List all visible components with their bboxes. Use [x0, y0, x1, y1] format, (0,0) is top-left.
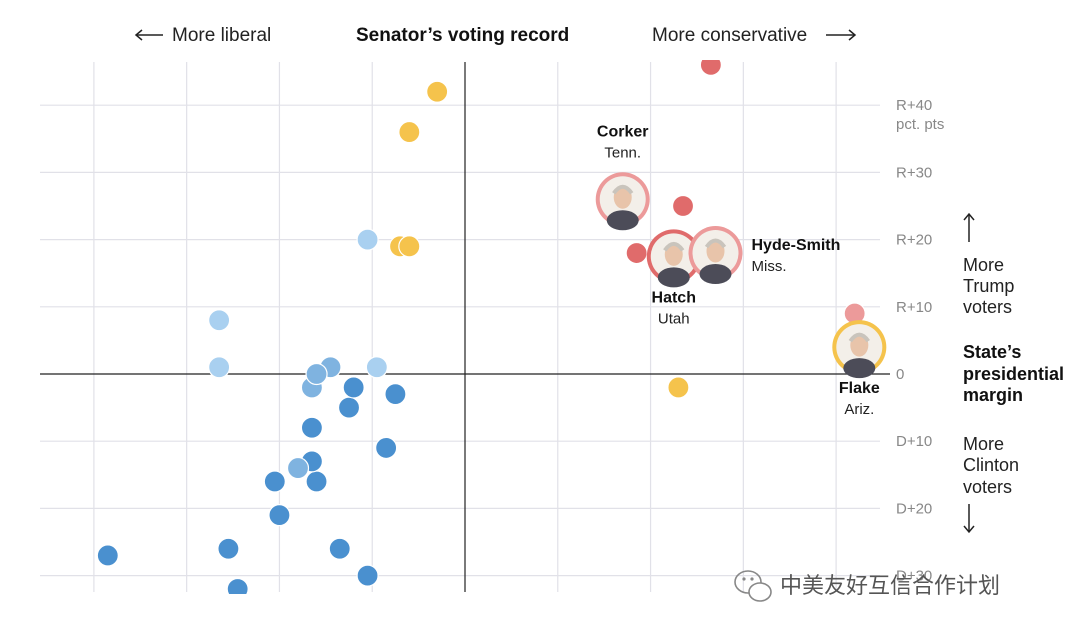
moderate-point [398, 235, 421, 258]
y-tick-labels: R+40 pct. pts R+30 R+20 R+10 0 D+10 D+20 D+30 [896, 97, 944, 584]
labeled-senators: Corker Tenn. Hatch Utah Hyde-Smith Miss. Flake… [595, 123, 887, 418]
senator-state: Tenn. [604, 144, 641, 161]
republican-point [699, 60, 722, 76]
senator-state: Ariz. [844, 401, 874, 418]
zero-axes [40, 62, 890, 592]
democrat_light-point [365, 356, 388, 379]
moderate-point [398, 120, 421, 144]
y-tick-unit: pct. pts [896, 116, 944, 133]
democrat-point [356, 564, 379, 587]
democrat-point [268, 504, 291, 527]
grid-lines [40, 62, 880, 592]
x-label-conservative: More conservative [652, 25, 807, 46]
portrait-hair [704, 238, 727, 249]
portrait-hair [663, 241, 685, 252]
y-tick-label: D+30 [896, 568, 932, 585]
portrait-face [706, 239, 725, 263]
watermark-text: 中美友好互信合作计划 [780, 574, 1000, 599]
senator-hyde-smith: Hyde-Smith Miss. [688, 226, 841, 285]
portrait-face [850, 333, 869, 357]
democrat-point [384, 383, 407, 406]
senator-state: Utah [658, 310, 690, 327]
y-label-line-3: margin [963, 385, 1023, 405]
portrait-suit [606, 210, 639, 231]
portrait-face [613, 185, 632, 209]
clinton-label-line-3: voters [963, 477, 1012, 497]
republican-point [671, 194, 695, 218]
clinton-label-line-1: More [963, 434, 1004, 454]
senator-name: Corker [597, 123, 649, 140]
portrait-suit [843, 358, 876, 379]
down-arrow-icon [963, 504, 975, 534]
democrat_light-point [356, 228, 379, 251]
chart-title: Senator’s voting record [356, 25, 569, 46]
democrat_light-point [208, 309, 231, 332]
democrat_light-point [208, 356, 231, 379]
portrait-suit [657, 267, 690, 288]
y-annotations: More Trump voters State’s presidential m… [963, 212, 1064, 534]
trump-label-line-1: More [963, 255, 1004, 275]
moderate-point [667, 376, 690, 399]
left-arrow-icon [134, 29, 163, 41]
y-tick-label: R+20 [896, 232, 932, 249]
wechat-icon [734, 570, 772, 602]
senator-points [96, 60, 866, 594]
democrat_mid-point [286, 456, 310, 480]
senator-hatch: Hatch Utah [646, 229, 701, 327]
senator-name: Hyde-Smith [752, 237, 841, 254]
y-label-line-1: State’s [963, 342, 1021, 362]
democrat-point [305, 470, 328, 493]
democrat_mid-point [305, 362, 328, 386]
democrat-point [375, 436, 398, 460]
democrat-point [226, 577, 249, 594]
portrait-face [664, 242, 683, 266]
portrait-hair [612, 184, 634, 195]
democrat-point [337, 396, 361, 419]
moderate-point [426, 80, 449, 103]
republican-point [625, 241, 648, 265]
democrat-point [342, 376, 365, 399]
y-tick-label: R+30 [896, 164, 932, 181]
portrait-suit [699, 264, 732, 285]
senator-name: Hatch [652, 289, 696, 306]
trump-label-line-3: voters [963, 297, 1012, 317]
democrat-point [263, 470, 286, 493]
x-label-liberal: More liberal [172, 25, 271, 46]
democrat-point [328, 537, 351, 560]
senator-state: Miss. [752, 258, 787, 275]
democrat-point [217, 537, 240, 560]
y-tick-label: D+10 [896, 433, 932, 450]
watermark: 中美友好互信合作计划 [734, 570, 1000, 602]
up-arrow-icon [963, 212, 975, 242]
clinton-label-line-2: Clinton [963, 455, 1019, 475]
y-tick-label: 0 [896, 366, 904, 383]
y-label-line-2: presidential [963, 364, 1064, 384]
senator-flake: Flake Ariz. [832, 320, 887, 418]
header: More liberal Senator’s voting record Mor… [134, 25, 857, 46]
trump-label-line-2: Trump [963, 276, 1014, 296]
democrat-point [300, 416, 324, 439]
democrat-point [96, 544, 119, 567]
portrait-hair [848, 332, 870, 343]
y-tick-label: D+20 [896, 500, 932, 517]
y-tick-label: R+10 [896, 299, 932, 316]
senator-corker: Corker Tenn. [595, 123, 650, 231]
right-arrow-icon [826, 29, 857, 41]
senator-name: Flake [839, 380, 880, 397]
y-tick-label: R+40 [896, 97, 932, 114]
